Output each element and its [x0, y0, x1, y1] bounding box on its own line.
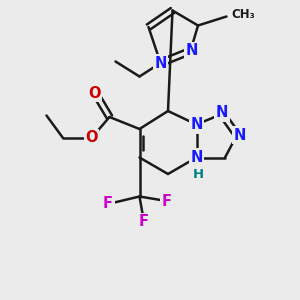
Text: N: N	[186, 44, 198, 59]
Text: CH₃: CH₃	[231, 8, 255, 22]
Text: O: O	[88, 85, 101, 100]
Text: N: N	[154, 56, 167, 70]
Text: F: F	[139, 214, 149, 230]
Text: N: N	[216, 105, 228, 120]
Text: F: F	[161, 194, 172, 208]
Text: F: F	[103, 196, 113, 211]
Text: N: N	[190, 117, 203, 132]
Text: N: N	[233, 128, 246, 142]
Text: O: O	[85, 130, 98, 146]
Text: N: N	[190, 150, 203, 165]
Text: H: H	[192, 167, 204, 181]
